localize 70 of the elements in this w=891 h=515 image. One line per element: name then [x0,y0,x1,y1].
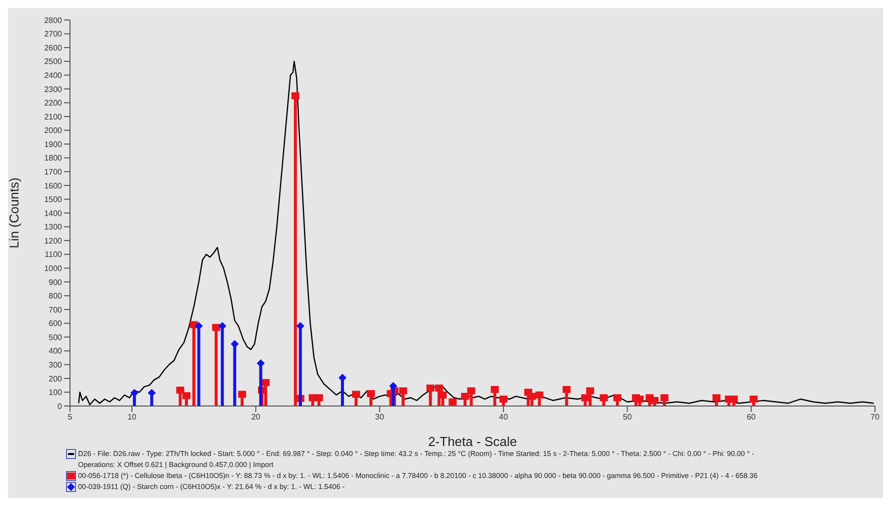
x-tick-label: 40 [499,412,508,422]
y-tick-label: 800 [48,292,63,301]
point [399,387,408,394]
point [562,386,571,393]
y-tick-label: 200 [48,374,63,384]
x-tick-label: 20 [251,412,261,422]
y-tick-label: 1400 [44,208,63,218]
point [448,398,457,406]
y-axis-title: Lin (Counts) [6,178,22,248]
y-tick-label: 1000 [44,264,63,273]
x-tick-label: 5 [68,412,73,422]
point [262,379,270,386]
point [586,387,594,394]
y-tick-label: 400 [48,346,63,356]
point [490,386,499,393]
x-tick-label: 70 [870,412,880,422]
y-tick-label: 2400 [44,70,63,80]
point [426,384,434,392]
point [130,388,138,397]
y-tick-label: 1100 [44,250,63,260]
point [467,387,476,394]
point [730,396,738,403]
x-axis-title: 2-Theta - Scale [428,434,517,449]
y-tick-label: 2200 [44,98,63,108]
point [435,384,444,392]
y-tick-label: 2000 [44,126,63,136]
point [461,392,470,400]
point [613,394,622,402]
y-tick-label: 2700 [44,30,63,39]
y-tick-label: 1700 [44,167,63,176]
point [176,386,184,394]
point [650,396,659,404]
y-tick-label: 2100 [44,112,63,122]
y-tick-label: 1600 [44,181,63,190]
y-tick-label: 300 [48,360,63,370]
point [600,394,608,402]
point [581,394,590,402]
y-tick-label: 2800 [44,16,63,25]
x-tick-label: 30 [375,412,385,422]
line-series [78,60,874,406]
x-tick-label: 50 [622,412,632,422]
y-tick-label: 1800 [44,154,63,163]
y-tick-label: 600 [48,319,63,328]
y-tick-label: 0 [58,402,63,411]
y-tick-label: 2600 [44,43,63,52]
y-tick-label: 1300 [44,222,63,232]
point [182,392,190,400]
point [230,340,239,348]
x-tick-label: 10 [127,412,137,422]
y-tick-label: 1900 [44,140,63,149]
point [499,396,508,403]
point [712,394,720,402]
point [314,394,323,402]
point [366,390,375,398]
point [238,390,246,398]
point [352,390,360,398]
y-tick-label: 100 [48,388,63,398]
y-tick-label: 2500 [44,57,63,66]
y-tick-label: 1200 [44,236,63,246]
y-tick-label: 500 [48,332,63,342]
point [535,391,544,398]
y-tick-label: 1500 [44,195,63,204]
y-tick-label: 700 [48,305,63,314]
point [291,92,300,100]
y-tick-label: 900 [48,278,63,287]
point [212,324,220,331]
x-tick-label: 60 [746,412,756,422]
point [660,394,668,402]
point [750,396,758,403]
y-tick-label: 2300 [44,84,63,94]
